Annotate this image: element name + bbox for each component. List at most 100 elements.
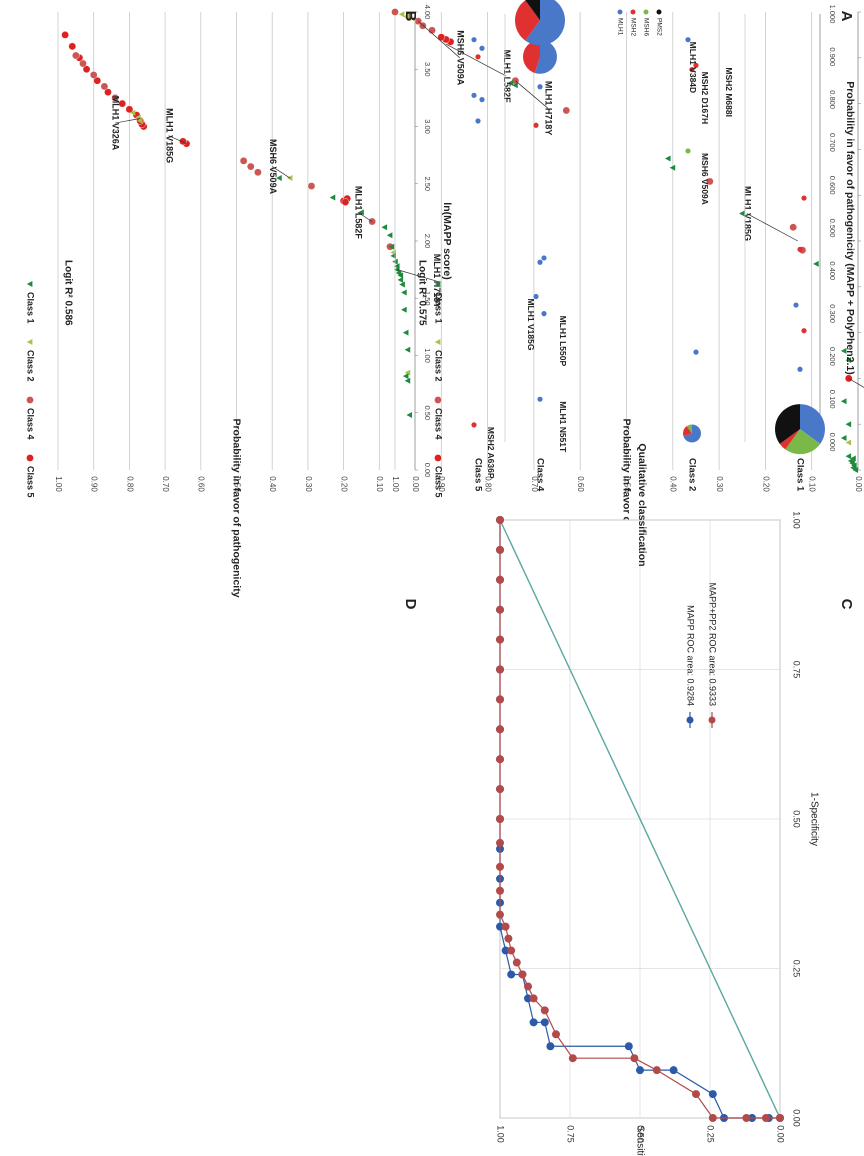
panel-A: 0.00 0.10 0.20 0.30 0.40 0.50 0.60 0.70 0.80 0.90…	[26, 5, 855, 598]
data-point	[475, 54, 481, 60]
pie-slice	[525, 0, 565, 46]
data-point	[793, 302, 799, 308]
point-label: MLH1 L582F	[502, 50, 512, 104]
label-leader	[515, 80, 549, 109]
panel-B: 0.00 0.10 0.20 0.30 0.40 0.50 0.60 0.70 0.80 0.90…	[391, 8, 864, 598]
data-point	[840, 398, 847, 405]
pie-slice	[683, 426, 692, 437]
data-point	[307, 182, 316, 190]
data-point	[801, 195, 807, 201]
data-point	[537, 396, 543, 402]
data-point	[276, 175, 282, 182]
roc-point	[540, 1006, 549, 1015]
x-tick-label: 0.100	[828, 390, 837, 409]
y-tick-label: 0.40	[268, 476, 277, 492]
x-axis-title: 1-Specificity	[808, 792, 819, 846]
panel-letter: C	[838, 599, 855, 610]
legend-marker	[26, 454, 34, 462]
data-point	[397, 276, 404, 283]
x-tick-label: 0.00	[792, 1109, 802, 1127]
y-tick-label: 0.00	[776, 1125, 786, 1143]
label-leader	[445, 43, 507, 77]
pie-slice	[683, 424, 701, 443]
roc-point	[496, 785, 504, 794]
x-tick-label: 0.25	[792, 960, 802, 978]
legend-marker	[434, 339, 441, 345]
roc-point	[507, 970, 516, 979]
data-point	[329, 194, 336, 201]
label-leader	[357, 212, 373, 222]
data-point	[402, 329, 409, 336]
roc-point	[496, 755, 504, 764]
x-tick-label: 0.50	[423, 405, 432, 420]
y-tick-label: 0.40	[669, 476, 678, 492]
data-point	[471, 422, 477, 428]
data-point	[475, 118, 481, 124]
roc-point	[496, 635, 504, 644]
panel-letter: A	[838, 11, 855, 22]
data-point	[89, 71, 98, 79]
roc-point	[546, 1042, 555, 1051]
x-tick-label: 0.75	[792, 661, 802, 679]
y-tick-label: 0.75	[566, 1125, 576, 1143]
x-tick-label: 4.00	[423, 5, 432, 20]
legend-label: Class 2	[434, 350, 444, 382]
data-point	[507, 79, 514, 86]
data-point	[533, 293, 539, 300]
data-point	[664, 155, 671, 162]
label-leader	[417, 20, 461, 59]
data-point	[689, 67, 695, 73]
y-tick-label: 1.00	[54, 476, 63, 492]
data-point	[398, 11, 405, 18]
legend-label: MSH6	[642, 18, 649, 36]
x-tick-label: 0.200	[828, 347, 837, 366]
point-label: MLH1 L550P	[558, 316, 568, 367]
x-tick-label: 0.500	[828, 219, 837, 238]
x-tick-label: 1.50	[423, 291, 432, 306]
point-label: MSH6 V509A	[268, 139, 278, 195]
x-tick-label: 1.00	[792, 511, 802, 529]
x-tick-label: 2.00	[423, 234, 432, 249]
legend-label: Class 1	[26, 292, 36, 324]
data-point	[537, 259, 543, 265]
data-point	[125, 105, 134, 114]
roc-point	[501, 946, 510, 955]
roc-point	[496, 922, 504, 931]
point-label: MLH1 V185G	[743, 186, 753, 241]
roc-point	[742, 1114, 751, 1122]
roc-point	[524, 994, 532, 1003]
roc-point	[496, 725, 504, 734]
category-label: Class 5	[472, 458, 483, 492]
y-tick-label: 0.50	[232, 476, 241, 492]
data-point	[797, 366, 803, 372]
data-point	[797, 246, 803, 252]
legend-label: Class 2	[26, 350, 36, 382]
roc-point	[776, 1114, 784, 1122]
x-tick-label: 0.600	[828, 176, 837, 195]
y-tick-label: 0.30	[304, 476, 313, 492]
label-leader	[848, 378, 864, 388]
legend-marker	[656, 9, 662, 15]
category-label: Class 4	[534, 458, 545, 492]
legend-label: Class 4	[434, 408, 444, 440]
data-point	[840, 347, 847, 354]
data-point	[136, 117, 143, 124]
legend-marker	[708, 716, 716, 724]
data-point	[739, 210, 745, 217]
data-point	[789, 223, 797, 232]
point-label: MSH6 V509A	[455, 30, 465, 86]
y-tick-label: 0.90	[437, 476, 446, 492]
data-point	[399, 281, 405, 288]
roc-point	[496, 815, 504, 823]
point-label: MSH2 M688I	[724, 67, 734, 117]
data-point	[669, 164, 676, 171]
roc-point	[669, 1066, 678, 1075]
pie-slice	[775, 404, 800, 444]
x-axis-title: ln(MAPP score)	[441, 202, 453, 279]
y-tick-label: 0.00	[854, 476, 863, 492]
data-point	[706, 177, 714, 186]
data-point	[93, 76, 102, 85]
roc-point	[630, 1054, 639, 1063]
legend-marker	[643, 9, 649, 15]
